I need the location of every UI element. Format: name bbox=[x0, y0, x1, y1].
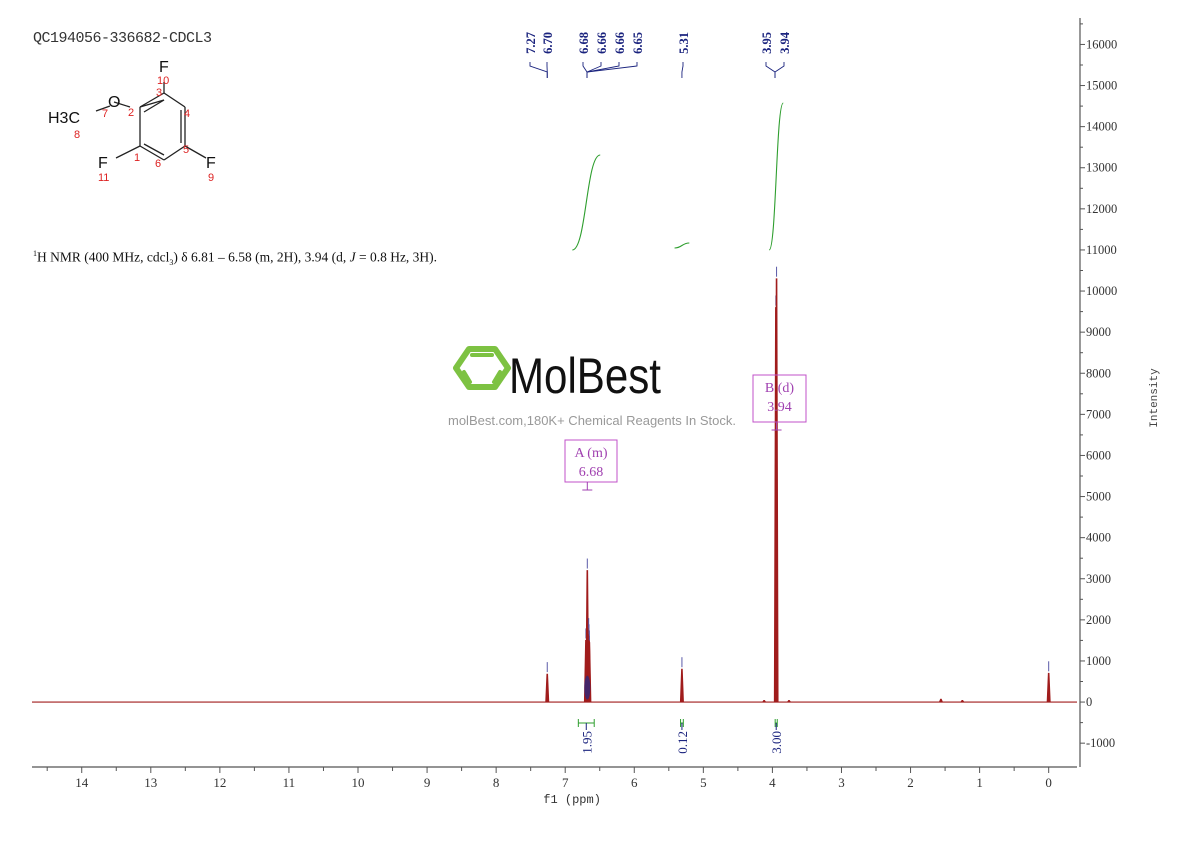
multiplet-label: B (d) bbox=[765, 381, 795, 396]
y-tick-label: 1000 bbox=[1086, 654, 1111, 668]
multiplet-box bbox=[752, 374, 807, 423]
peak-label-connector bbox=[681, 62, 684, 78]
x-tick-label: 9 bbox=[424, 775, 431, 790]
svg-text:2: 2 bbox=[128, 107, 134, 119]
y-tick-label: 12000 bbox=[1086, 202, 1117, 216]
y-tick-label: 0 bbox=[1086, 695, 1092, 709]
molecule-structure: F O H3C F F 1 2 3 4 5 6 7 8 9 10 11 bbox=[48, 59, 216, 184]
peak-label: 6.68 bbox=[577, 32, 591, 54]
y-tick-label: 14000 bbox=[1086, 120, 1117, 134]
y-tick-label: 3000 bbox=[1086, 572, 1111, 586]
y-tick-label: 15000 bbox=[1086, 79, 1117, 93]
y-tick-label: 5000 bbox=[1086, 490, 1111, 504]
x-tick-label: 14 bbox=[75, 775, 89, 790]
y-tick-label: 6000 bbox=[1086, 448, 1111, 462]
x-tick-label: 3 bbox=[838, 775, 845, 790]
svg-text:8: 8 bbox=[74, 129, 80, 141]
x-tick-label: 5 bbox=[700, 775, 707, 790]
atom-o: O bbox=[108, 94, 120, 111]
y-tick-label: 11000 bbox=[1086, 243, 1117, 257]
svg-text:1: 1 bbox=[134, 152, 140, 164]
x-tick-label: 12 bbox=[213, 775, 226, 790]
x-tick-label: 8 bbox=[493, 775, 500, 790]
y-tick-label: 2000 bbox=[1086, 613, 1111, 627]
peak-label-connector bbox=[774, 62, 785, 78]
spectrum-peak bbox=[786, 700, 792, 703]
atom-f-left: F bbox=[98, 155, 108, 172]
integral-curve bbox=[674, 242, 690, 249]
x-tick-label: 11 bbox=[283, 775, 296, 790]
peak-label-connector bbox=[582, 62, 588, 78]
peak-label-connector bbox=[586, 62, 638, 78]
atom-f-top: F bbox=[159, 59, 169, 76]
multiplet-overlap bbox=[584, 675, 591, 700]
logo-hexagon-icon bbox=[453, 345, 511, 391]
watermark-tagline: molBest.com,180K+ Chemical Reagents In S… bbox=[448, 413, 736, 428]
y-tick-label: 4000 bbox=[1086, 531, 1111, 545]
spectrum-peak bbox=[959, 700, 965, 703]
peak-label: 5.31 bbox=[677, 32, 691, 54]
x-tick-label: 0 bbox=[1045, 775, 1052, 790]
atom-methyl: H3C bbox=[48, 110, 80, 127]
integral-curve bbox=[768, 102, 784, 251]
peak-label: 6.70 bbox=[541, 32, 555, 54]
logo-bond bbox=[492, 370, 502, 384]
y-tick-label: 9000 bbox=[1086, 325, 1111, 339]
peak-label: 6.66 bbox=[595, 32, 609, 54]
multiplet-box bbox=[564, 439, 618, 483]
x-tick-label: 7 bbox=[562, 775, 569, 790]
peak-label: 6.65 bbox=[631, 32, 645, 54]
logo-bond bbox=[462, 370, 472, 384]
peak-label-connector bbox=[529, 62, 548, 78]
y-tick-label: -1000 bbox=[1086, 736, 1115, 750]
x-tick-label: 1 bbox=[976, 775, 983, 790]
spectrum-peak bbox=[679, 668, 684, 703]
peak-label: 3.95 bbox=[760, 32, 774, 54]
multiplet-shift: 6.68 bbox=[579, 465, 604, 480]
multiplet-shift: 3.94 bbox=[767, 400, 792, 415]
integral-curve bbox=[572, 154, 601, 251]
peak-label-connector bbox=[765, 62, 776, 78]
multiplet-label: A (m) bbox=[574, 446, 607, 461]
atom-f-right: F bbox=[206, 155, 216, 172]
y-tick-label: 16000 bbox=[1086, 37, 1117, 51]
x-axis-label: f1 (ppm) bbox=[543, 793, 601, 807]
svg-text:9: 9 bbox=[208, 172, 214, 184]
x-tick-label: 13 bbox=[144, 775, 157, 790]
integral-value: 3.00 bbox=[769, 731, 784, 754]
x-tick-label: 10 bbox=[352, 775, 365, 790]
integral-value: 0.12 bbox=[675, 731, 690, 754]
spectrum-peak bbox=[938, 698, 944, 703]
svg-text:6: 6 bbox=[155, 158, 161, 170]
y-tick-label: 8000 bbox=[1086, 366, 1111, 380]
svg-text:4: 4 bbox=[184, 108, 190, 120]
y-tick-label: 7000 bbox=[1086, 407, 1111, 421]
svg-text:7: 7 bbox=[102, 108, 108, 120]
integral-value: 1.95 bbox=[579, 731, 594, 754]
x-tick-label: 2 bbox=[907, 775, 914, 790]
y-axis-label: Intensity bbox=[1149, 368, 1161, 428]
svg-text:5: 5 bbox=[183, 144, 189, 156]
peak-label: 3.94 bbox=[778, 31, 792, 54]
spectrum-peak bbox=[761, 700, 767, 703]
x-tick-label: 6 bbox=[631, 775, 638, 790]
nmr-description: 1H NMR (400 MHz, cdcl3) δ 6.81 – 6.58 (m… bbox=[33, 249, 438, 268]
logo-text: MolBest bbox=[509, 348, 661, 404]
y-tick-label: 10000 bbox=[1086, 284, 1117, 298]
spectrum-title: QC194056-336682-CDCL3 bbox=[33, 30, 212, 47]
spectrum-peak bbox=[774, 278, 779, 703]
spectrum-peak bbox=[545, 673, 550, 703]
peak-label: 7.27 bbox=[524, 32, 538, 54]
svg-text:3: 3 bbox=[156, 87, 162, 99]
svg-text:11: 11 bbox=[98, 172, 109, 184]
x-tick-label: 4 bbox=[769, 775, 776, 790]
peak-label: 6.66 bbox=[613, 32, 627, 54]
svg-text:10: 10 bbox=[157, 75, 169, 87]
y-tick-label: 13000 bbox=[1086, 161, 1117, 175]
spectrum-peak bbox=[1046, 672, 1051, 703]
